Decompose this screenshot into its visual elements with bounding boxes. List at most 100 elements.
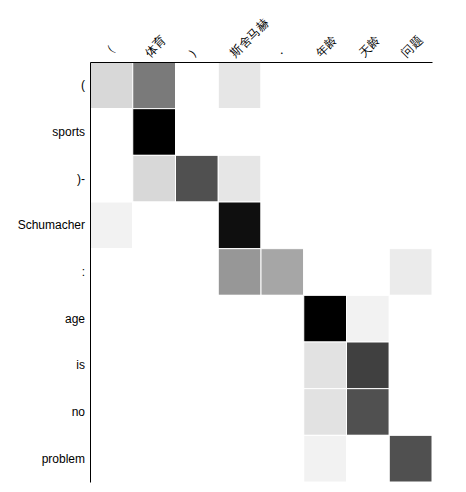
cell [389, 295, 432, 342]
cell [133, 249, 176, 296]
y-tick-label: Schumacher [18, 218, 85, 232]
cell [90, 389, 133, 436]
cell [176, 202, 219, 249]
cell [347, 342, 390, 389]
y-tick-label: problem [42, 452, 85, 466]
cell [261, 295, 304, 342]
y-tick: problem [42, 452, 85, 466]
cell [304, 62, 347, 109]
cells [90, 62, 432, 482]
y-tick: sports [52, 125, 85, 139]
y-tick: )- [77, 172, 85, 186]
y-tick-label: )- [77, 172, 85, 186]
cell [304, 435, 347, 482]
cell [389, 342, 432, 389]
cell [347, 202, 390, 249]
cell [218, 249, 261, 296]
x-tick-label: 年龄 [313, 33, 340, 60]
x-tick-label: ） [185, 41, 203, 59]
cell [304, 155, 347, 202]
cell [389, 62, 432, 109]
cell [133, 435, 176, 482]
x-tick-label: 斯舍马赫 [228, 16, 272, 60]
cell [176, 155, 219, 202]
cell [261, 155, 304, 202]
y-tick-label: : [82, 265, 85, 279]
x-tick-label: 体育 [142, 33, 169, 60]
cell [389, 202, 432, 249]
cell [261, 435, 304, 482]
y-tick-label: no [72, 405, 86, 419]
y-axis-line [90, 63, 91, 483]
cell [261, 62, 304, 109]
cell [133, 62, 176, 109]
cell [133, 342, 176, 389]
cell [218, 342, 261, 389]
x-axis-line [91, 62, 433, 63]
cell [389, 109, 432, 156]
y-tick: : [82, 265, 85, 279]
y-axis: ( sports )- Schumacher: age is no problem [18, 63, 91, 483]
cell [133, 155, 176, 202]
x-tick-label: ． [270, 41, 288, 59]
cell [261, 202, 304, 249]
cell [347, 109, 390, 156]
y-tick: Schumacher [18, 218, 85, 232]
cell [176, 249, 219, 296]
cell [218, 109, 261, 156]
cell [304, 342, 347, 389]
x-tick: 天龄 [356, 33, 383, 60]
cell [133, 295, 176, 342]
cell [347, 249, 390, 296]
cell [90, 62, 133, 109]
cell [218, 389, 261, 436]
chart: （ 体育 ） 斯舍马赫． 年龄天龄问题 ( sports )- Schumacher: age is… [0, 0, 466, 492]
cell [218, 155, 261, 202]
y-tick: no [72, 405, 86, 419]
plot: （ 体育 ） 斯舍马赫． 年龄天龄问题 ( sports )- Schumacher: age is… [18, 16, 433, 482]
y-tick: is [76, 358, 85, 372]
cell [347, 295, 390, 342]
cell [90, 342, 133, 389]
cell [389, 155, 432, 202]
cell [347, 389, 390, 436]
cell [90, 435, 133, 482]
cell [133, 389, 176, 436]
cell [218, 62, 261, 109]
cell [261, 389, 304, 436]
cell [176, 342, 219, 389]
cell [304, 389, 347, 436]
cell [347, 435, 390, 482]
cell [133, 202, 176, 249]
cell [176, 109, 219, 156]
cell [389, 249, 432, 296]
cell [261, 342, 304, 389]
cell [176, 62, 219, 109]
cell [90, 202, 133, 249]
y-tick-label: age [65, 312, 85, 326]
x-tick: 年龄 [313, 33, 340, 60]
cell [304, 249, 347, 296]
cell [218, 435, 261, 482]
x-tick: 体育 [142, 33, 169, 60]
y-tick: ( [81, 78, 85, 92]
cell [90, 295, 133, 342]
cell [261, 249, 304, 296]
y-tick: age [65, 312, 85, 326]
cell [304, 202, 347, 249]
cell [133, 109, 176, 156]
x-axis: （ 体育 ） 斯舍马赫． 年龄天龄问题 [91, 16, 433, 62]
cell [389, 435, 432, 482]
x-tick: （ [99, 41, 117, 59]
cell [90, 249, 133, 296]
y-tick-label: sports [52, 125, 85, 139]
cell [389, 389, 432, 436]
cell [304, 109, 347, 156]
cell [218, 295, 261, 342]
cell [176, 389, 219, 436]
cell [347, 155, 390, 202]
x-tick: 问题 [399, 33, 426, 60]
y-tick-label: ( [81, 78, 85, 92]
cell [218, 202, 261, 249]
x-tick: ） [185, 41, 203, 59]
